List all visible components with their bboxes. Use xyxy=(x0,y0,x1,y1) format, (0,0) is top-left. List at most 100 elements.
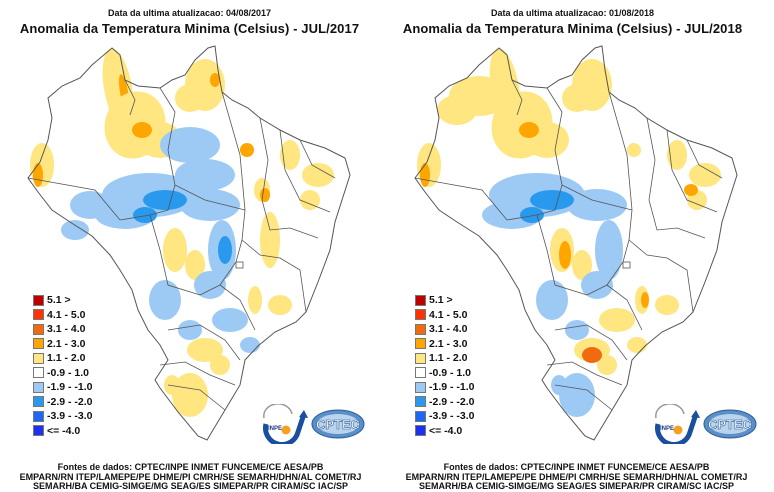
last-update-date: Data da ultima atualizacao: 01/08/2018 xyxy=(490,8,655,18)
legend-label: -1.9 - -1.0 xyxy=(429,381,475,394)
anomaly-patch xyxy=(212,308,248,332)
anomaly-patch xyxy=(597,355,617,375)
anomaly-patch xyxy=(163,228,187,272)
legend-label: -2.9 - -2.0 xyxy=(47,395,93,408)
legend-swatch xyxy=(415,338,426,350)
anomaly-patch xyxy=(536,280,568,320)
anomaly-layer xyxy=(417,48,721,417)
anomaly-patch xyxy=(581,271,613,299)
anomaly-patch xyxy=(160,127,220,163)
map-panel-2018: Data da ultima atualizacao: 01/08/2018 A… xyxy=(387,0,774,492)
map-panel-2017: Data da ultima atualizacao: 04/08/2017 A… xyxy=(0,8,384,492)
inpe-cptec-logo: INPE CPTEC xyxy=(655,404,757,444)
sources-line: SEMARH/BA CEMIG-SIMGE/MG SEAG/ES SIMEPAR… xyxy=(418,481,735,492)
legend-item: -1.9 - -1.0 xyxy=(415,380,505,395)
legend-label: 5.1 > xyxy=(47,294,71,307)
legend-swatch xyxy=(33,410,44,422)
anomaly-patch xyxy=(684,184,698,196)
legend-swatch xyxy=(33,338,44,350)
anomaly-patch xyxy=(185,250,205,280)
anomaly-patch xyxy=(551,375,567,395)
legend-label: -3.9 - -3.0 xyxy=(47,410,93,423)
anomaly-patch xyxy=(595,220,623,280)
legend-label: -3.9 - -3.0 xyxy=(429,410,475,423)
anomaly-patch xyxy=(210,355,230,375)
legend-item: 1.1 - 2.0 xyxy=(415,351,505,366)
legend-swatch xyxy=(415,381,426,393)
legend-label: 4.1 - 5.0 xyxy=(47,308,86,321)
legend-swatch xyxy=(415,294,426,306)
legend-label: <= -4.0 xyxy=(47,424,81,437)
legend-item: 3.1 - 4.0 xyxy=(33,322,123,337)
legend-item: -3.9 - -3.0 xyxy=(415,409,505,424)
anomaly-patch xyxy=(420,163,430,187)
anomaly-patch xyxy=(519,122,539,138)
legend-item: 1.1 - 2.0 xyxy=(33,351,123,366)
brazil-outline xyxy=(27,45,351,441)
anomaly-patch xyxy=(178,320,202,340)
legend-item: 2.1 - 3.0 xyxy=(415,337,505,352)
legend-swatch xyxy=(33,367,44,379)
last-update-date: Data da ultima atualizacao: 04/08/2017 xyxy=(107,8,272,18)
legend-item: 4.1 - 5.0 xyxy=(415,308,505,323)
legend-item: 5.1 > xyxy=(33,293,123,308)
sources-line: Fontes de dados: CPTEC/INPE INMET FUNCEM… xyxy=(443,462,710,472)
anomaly-patch xyxy=(520,207,544,223)
legend-swatch xyxy=(415,352,426,364)
legend-item: -3.9 - -3.0 xyxy=(33,409,123,424)
legend-swatch xyxy=(415,410,426,422)
legend-label: <= -4.0 xyxy=(429,424,463,437)
anomaly-patch xyxy=(559,373,595,417)
legend-label: 1.1 - 2.0 xyxy=(429,352,468,365)
anomaly-patch xyxy=(565,320,589,340)
cptec-logo-text: CPTEC xyxy=(708,417,753,432)
legend-label: 2.1 - 3.0 xyxy=(47,337,86,350)
anomaly-patch xyxy=(572,250,592,280)
anomaly-patch xyxy=(655,295,679,315)
data-sources: Fontes de dados: CPTEC/INPE INMET FUNCEM… xyxy=(383,462,770,492)
anomaly-patch xyxy=(559,241,571,269)
color-legend: 5.1 > 4.1 - 5.0 3.1 - 4.0 2.1 - 3.0 1.1 … xyxy=(33,293,123,438)
anomaly-patch xyxy=(132,122,152,138)
anomaly-patch xyxy=(61,220,89,240)
legend-swatch xyxy=(415,309,426,321)
legend-item: 3.1 - 4.0 xyxy=(415,322,505,337)
color-legend: 5.1 > 4.1 - 5.0 3.1 - 4.0 2.1 - 3.0 1.1 … xyxy=(415,293,505,438)
legend-swatch xyxy=(33,352,44,364)
anomaly-patch xyxy=(567,189,627,221)
anomaly-patch xyxy=(260,212,280,268)
anomaly-patch xyxy=(641,292,649,308)
anomaly-patch xyxy=(599,308,635,332)
legend-swatch xyxy=(33,425,44,437)
anomaly-patch xyxy=(218,236,232,264)
anomaly-patch xyxy=(240,143,254,157)
legend-item: 4.1 - 5.0 xyxy=(33,308,123,323)
anomaly-patch xyxy=(240,337,260,353)
legend-item: 2.1 - 3.0 xyxy=(33,337,123,352)
anomaly-patch xyxy=(689,163,721,187)
legend-swatch xyxy=(33,323,44,335)
legend-label: -0.9 - 1.0 xyxy=(47,366,90,379)
legend-label: 5.1 > xyxy=(429,294,453,307)
anomaly-layer xyxy=(30,48,334,417)
anomaly-patch xyxy=(164,375,180,395)
anomaly-patch xyxy=(268,295,292,315)
legend-item: -2.9 - -2.0 xyxy=(415,395,505,410)
anomaly-patch xyxy=(302,163,334,187)
map-title: Anomalia da Temperatura Minima (Celsius)… xyxy=(19,21,360,36)
anomaly-patch xyxy=(133,207,157,223)
anomaly-patch xyxy=(280,140,300,170)
legend-swatch xyxy=(33,381,44,393)
legend-swatch xyxy=(415,367,426,379)
sources-line: EMPARN/RN ITEP/LAMEPE/PE DHME/PI CMRH/SE… xyxy=(405,471,748,482)
anomaly-patch xyxy=(172,373,208,417)
data-sources: Fontes de dados: CPTEC/INPE INMET FUNCEM… xyxy=(0,462,384,492)
legend-item: <= -4.0 xyxy=(33,424,123,439)
anomaly-patch xyxy=(33,163,43,187)
legend-swatch xyxy=(33,396,44,408)
anomaly-patch xyxy=(300,190,320,210)
anomaly-patch xyxy=(530,190,574,210)
inpe-logo-text: INPE xyxy=(660,426,674,432)
inpe-logo-text: INPE xyxy=(268,426,282,432)
brazil-anomaly-map xyxy=(27,45,351,441)
